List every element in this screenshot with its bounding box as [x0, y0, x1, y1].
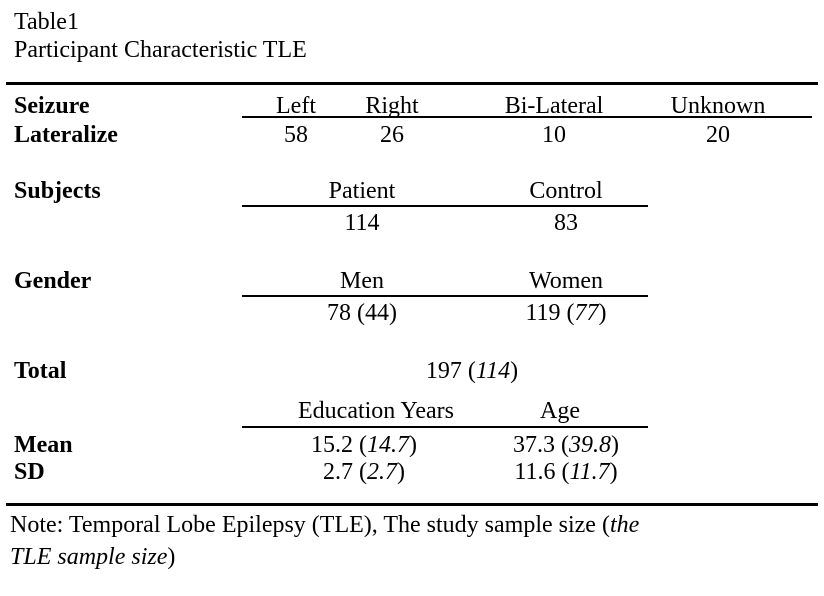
col-header-left: Left: [276, 93, 316, 119]
col-header-education-years: Education Years: [298, 398, 454, 424]
subjects-header-underline: [242, 205, 648, 207]
sd-age-value: 11.6 (11.7): [514, 459, 618, 485]
sd-education-value: 2.7 (2.7): [323, 459, 405, 485]
mean-label: Mean: [14, 432, 73, 458]
table-note-line2: TLE sample size): [10, 544, 176, 570]
table-note-line1: Note: Temporal Lobe Epilepsy (TLE), The …: [10, 512, 640, 538]
seizure-value-bilateral: 10: [542, 122, 566, 148]
table-number: Table1: [14, 9, 79, 35]
top-rule: [6, 82, 818, 85]
gender-header-underline: [242, 295, 648, 297]
subjects-value-control: 83: [554, 210, 578, 236]
seizure-value-unknown: 20: [706, 122, 730, 148]
stats-header-underline: [242, 426, 648, 428]
seizure-label-line2: Lateralize: [14, 122, 118, 148]
seizure-header-underline: [242, 116, 812, 118]
total-value: 197 (114): [425, 358, 519, 384]
seizure-label-line1: Seizure: [14, 93, 90, 119]
mean-age-value: 37.3 (39.8): [513, 432, 619, 458]
table-caption: Participant Characteristic TLE: [14, 37, 307, 63]
gender-label: Gender: [14, 268, 92, 294]
subjects-value-patient: 114: [344, 210, 380, 236]
col-header-women: Women: [528, 268, 604, 294]
sd-label: SD: [14, 459, 45, 485]
gender-value-women: 119 (77): [525, 300, 607, 326]
mean-education-value: 15.2 (14.7): [311, 432, 417, 458]
col-header-control: Control: [529, 178, 603, 204]
seizure-value-right: 26: [380, 122, 404, 148]
col-header-unknown: Unknown: [670, 93, 766, 119]
seizure-value-left: 58: [284, 122, 308, 148]
gender-value-men: 78 (44): [327, 300, 397, 326]
bottom-rule: [6, 503, 818, 506]
col-header-men: Men: [340, 268, 384, 294]
total-label: Total: [14, 358, 67, 384]
subjects-label: Subjects: [14, 178, 101, 204]
col-header-age: Age: [540, 398, 580, 424]
col-header-bilateral: Bi-Lateral: [504, 93, 604, 119]
col-header-right: Right: [365, 93, 419, 119]
col-header-patient: Patient: [328, 178, 396, 204]
